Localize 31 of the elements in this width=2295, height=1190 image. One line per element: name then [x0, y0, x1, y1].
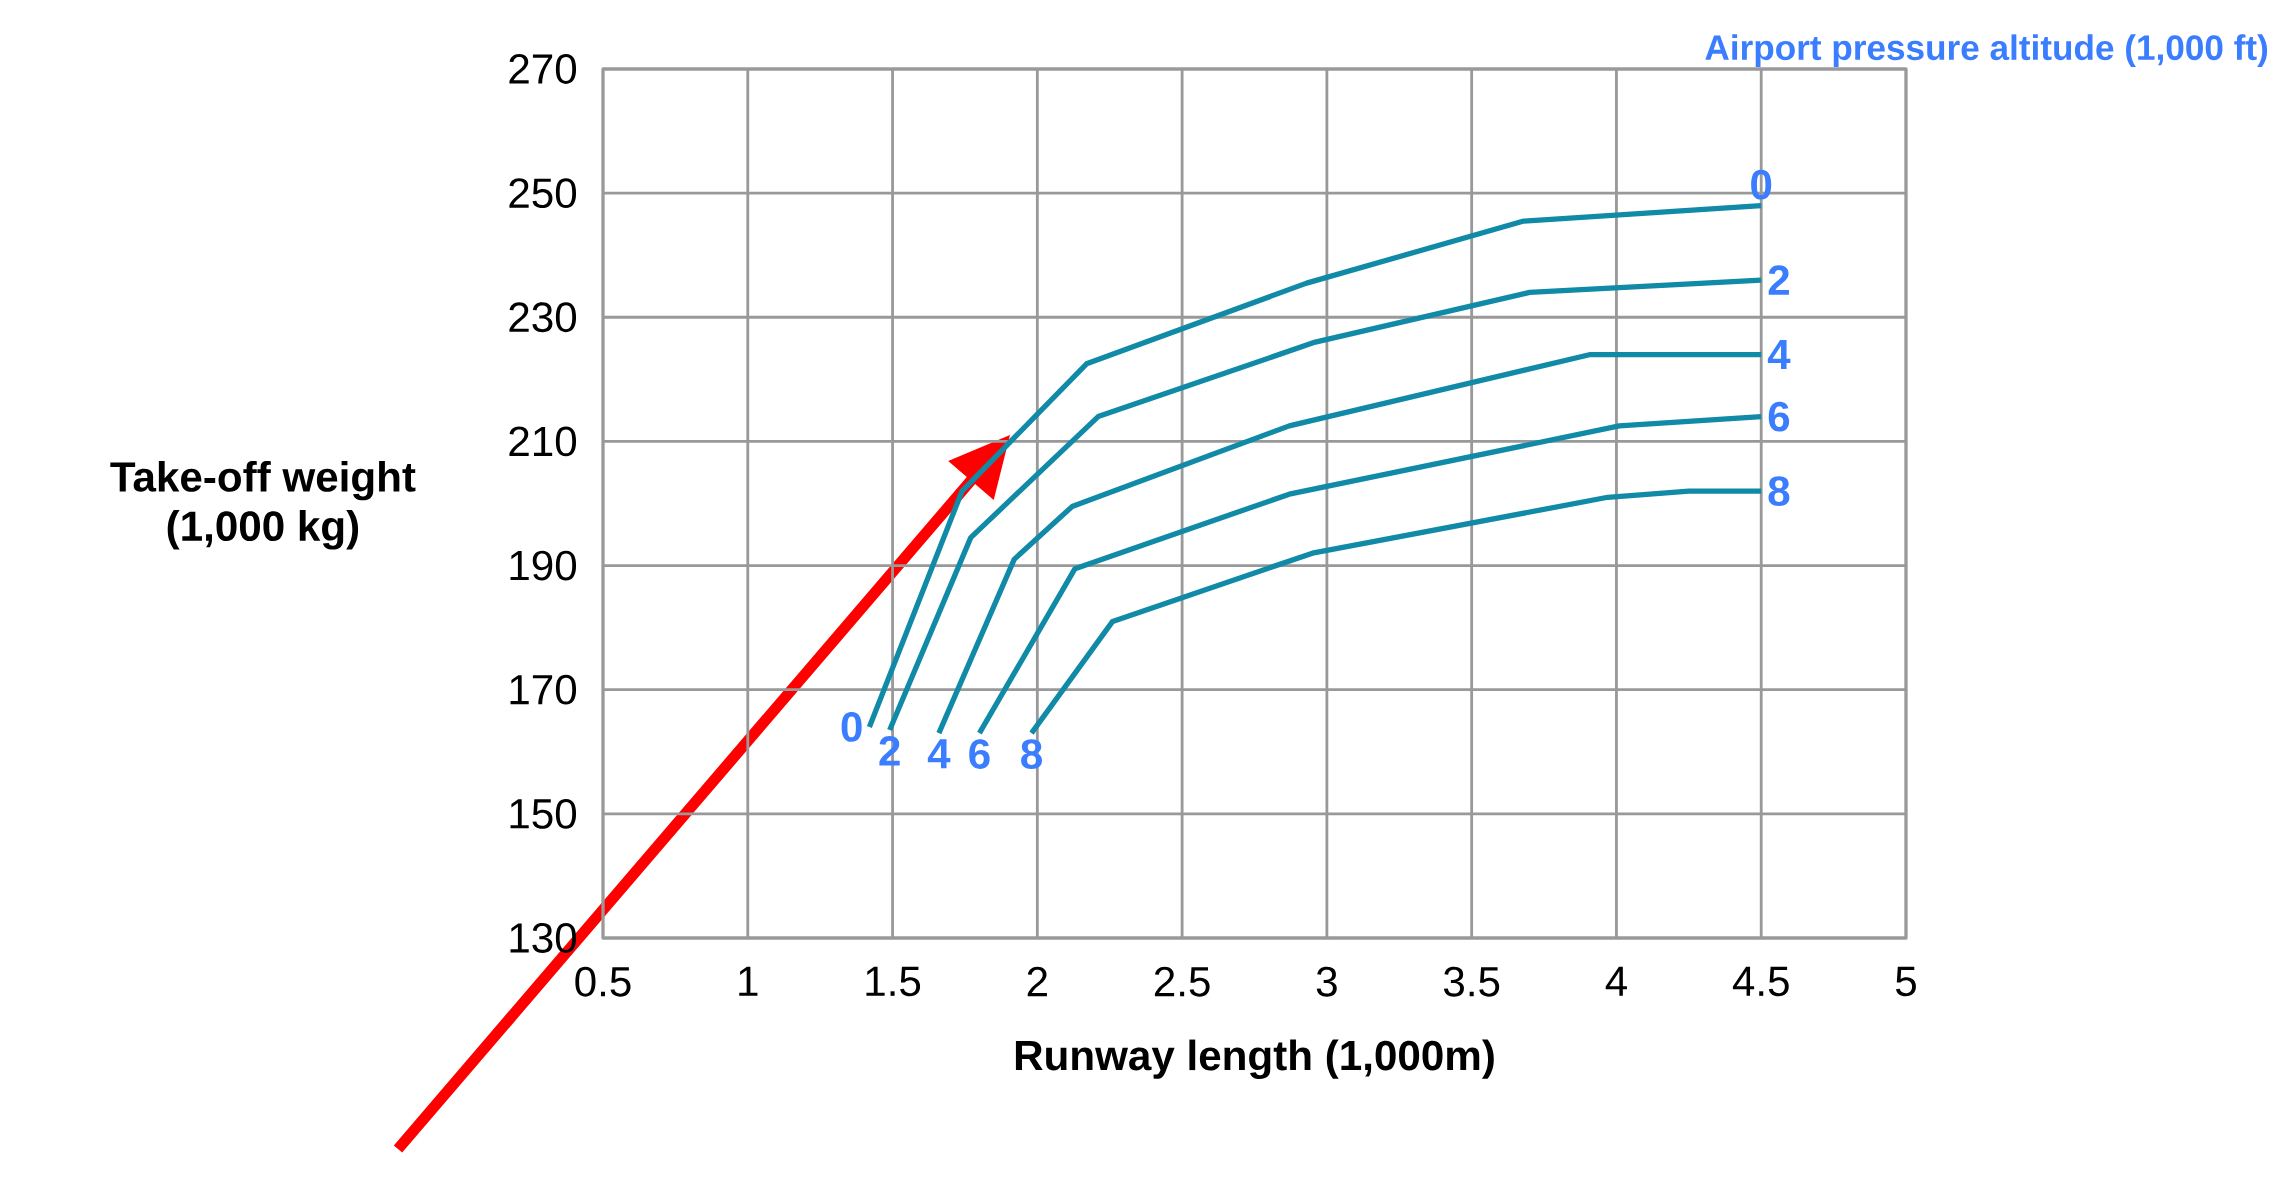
legend-title: Airport pressure altitude (1,000 ft) [1705, 34, 2268, 68]
x-tick-label: 1 [739, 966, 758, 996]
y-tick-label: 230 [509, 302, 577, 333]
text: 6 [969, 739, 990, 769]
x-tick-label: 2.5 [1154, 966, 1210, 997]
text: 0 [841, 712, 862, 742]
x-tick-label: 4 [1605, 966, 1627, 996]
x-tick-label: 5 [1895, 966, 1916, 997]
series-label: 0 [1751, 169, 1772, 200]
x-tick-label: 2 [1027, 966, 1047, 997]
y-tick-label: 130 [510, 923, 577, 953]
x-tick-label: 0.5 [575, 966, 631, 997]
text: 8 [1021, 739, 1042, 769]
y-tick-label: 190 [510, 550, 577, 581]
text: 4 [927, 739, 951, 769]
x-tick-label: 1.5 [866, 966, 921, 997]
x-axis-title: Runway length (1,000m) [1015, 1039, 1494, 1080]
x-tick-label: 4.5 [1732, 966, 1789, 997]
text: 2 [879, 736, 900, 766]
x-tick-label: 3.5 [1443, 966, 1500, 997]
series-label: 4 [1767, 340, 1791, 370]
x-tick-label: 3 [1316, 966, 1337, 997]
y-axis-title: Take-off weight (1,000 kg) [110, 460, 416, 550]
series-label: 6 [1768, 401, 1790, 432]
series-label: 2 [1768, 265, 1789, 295]
series-label: 8 [1768, 476, 1790, 506]
y-tick-label: 170 [510, 674, 577, 705]
y-tick-label: 250 [509, 178, 577, 209]
y-tick-label: 270 [509, 54, 577, 84]
y-tick-label: 150 [510, 798, 577, 829]
y-tick-label: 210 [509, 426, 577, 457]
